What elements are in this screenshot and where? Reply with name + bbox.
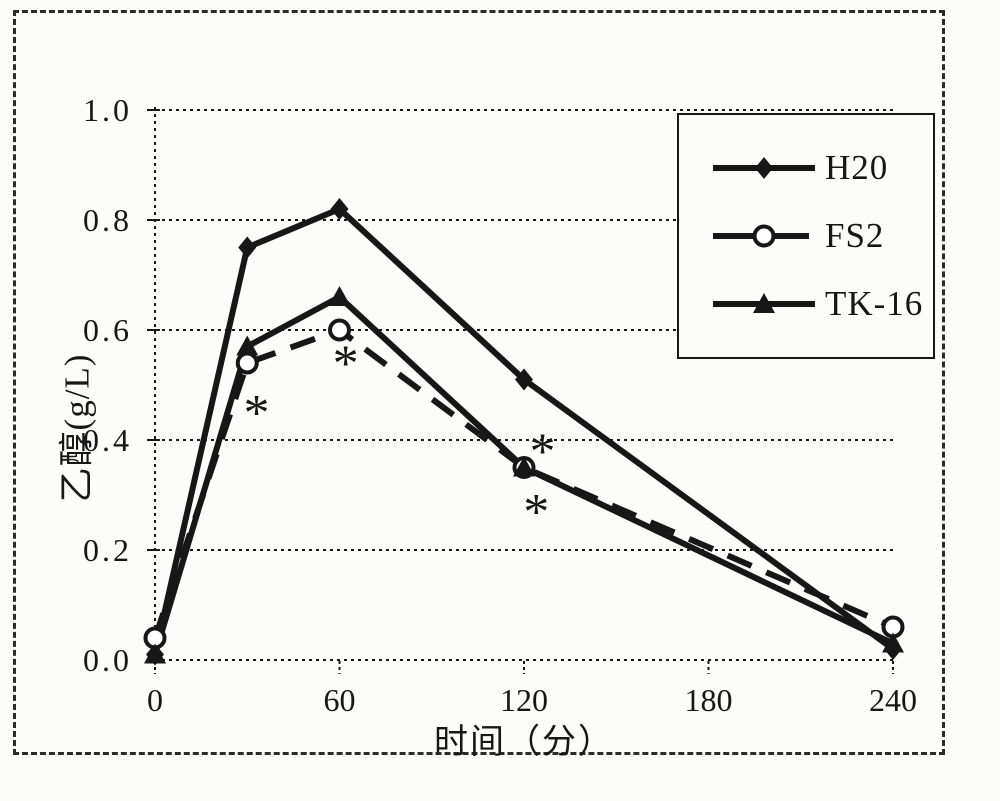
diamond-marker-icon: [755, 157, 773, 179]
circle-marker-icon: [235, 351, 259, 375]
legend: H20 FS2 TK-16: [677, 113, 935, 359]
x-tick-label: 0: [147, 682, 163, 718]
legend-sample-circle-open-icon: [713, 224, 815, 248]
x-tick-label: 120: [500, 682, 548, 718]
y-tick-label: 0.8: [83, 202, 132, 238]
diamond-marker-icon: [238, 236, 257, 259]
gridlines: [147, 107, 894, 674]
legend-sample-triangle-icon: [713, 293, 815, 313]
x-axis-title: 时间（分）: [434, 724, 614, 761]
legend-label: TK-16: [825, 284, 924, 323]
x-tick-label: 180: [684, 682, 733, 718]
triangle-marker-icon: [513, 456, 535, 477]
significance-asterisk: *: [529, 424, 555, 481]
diamond-marker-icon: [330, 198, 349, 220]
circle-marker-icon: [328, 318, 351, 342]
y-axis-title: 乙醇(g/L): [57, 353, 97, 503]
triangle-marker-icon: [144, 643, 166, 664]
annotations: ****: [243, 336, 555, 542]
x-tick-label: 60: [323, 682, 356, 718]
triangle-marker-icon: [236, 335, 259, 356]
significance-asterisk: *: [243, 385, 269, 442]
significance-asterisk: *: [333, 336, 359, 393]
x-tick-label: 240: [869, 682, 917, 718]
legend-label: H20: [825, 148, 889, 187]
legend-label: FS2: [825, 216, 885, 255]
circle-open-marker-icon: [752, 224, 776, 248]
legend-item-fs2: FS2: [711, 213, 929, 259]
legend-item-h20: H20: [711, 145, 929, 191]
triangle-marker-icon: [753, 293, 775, 313]
triangle-marker-icon: [882, 632, 904, 653]
y-tick-label: 1.0: [83, 92, 132, 128]
legend-item-tk-16: TK-16: [711, 281, 929, 327]
legend-sample-diamond-icon: [713, 157, 815, 179]
series: [143, 198, 905, 666]
triangle-marker-icon: [328, 286, 351, 306]
y-tick-label: 0.2: [83, 532, 132, 568]
significance-asterisk: *: [523, 484, 549, 541]
y-tick-label: 0.0: [83, 642, 132, 678]
y-tick-label: 0.6: [83, 312, 132, 348]
diamond-marker-icon: [515, 368, 533, 391]
y-tick-label: 0.4: [83, 422, 132, 458]
figure-dashed-border: [13, 10, 945, 755]
